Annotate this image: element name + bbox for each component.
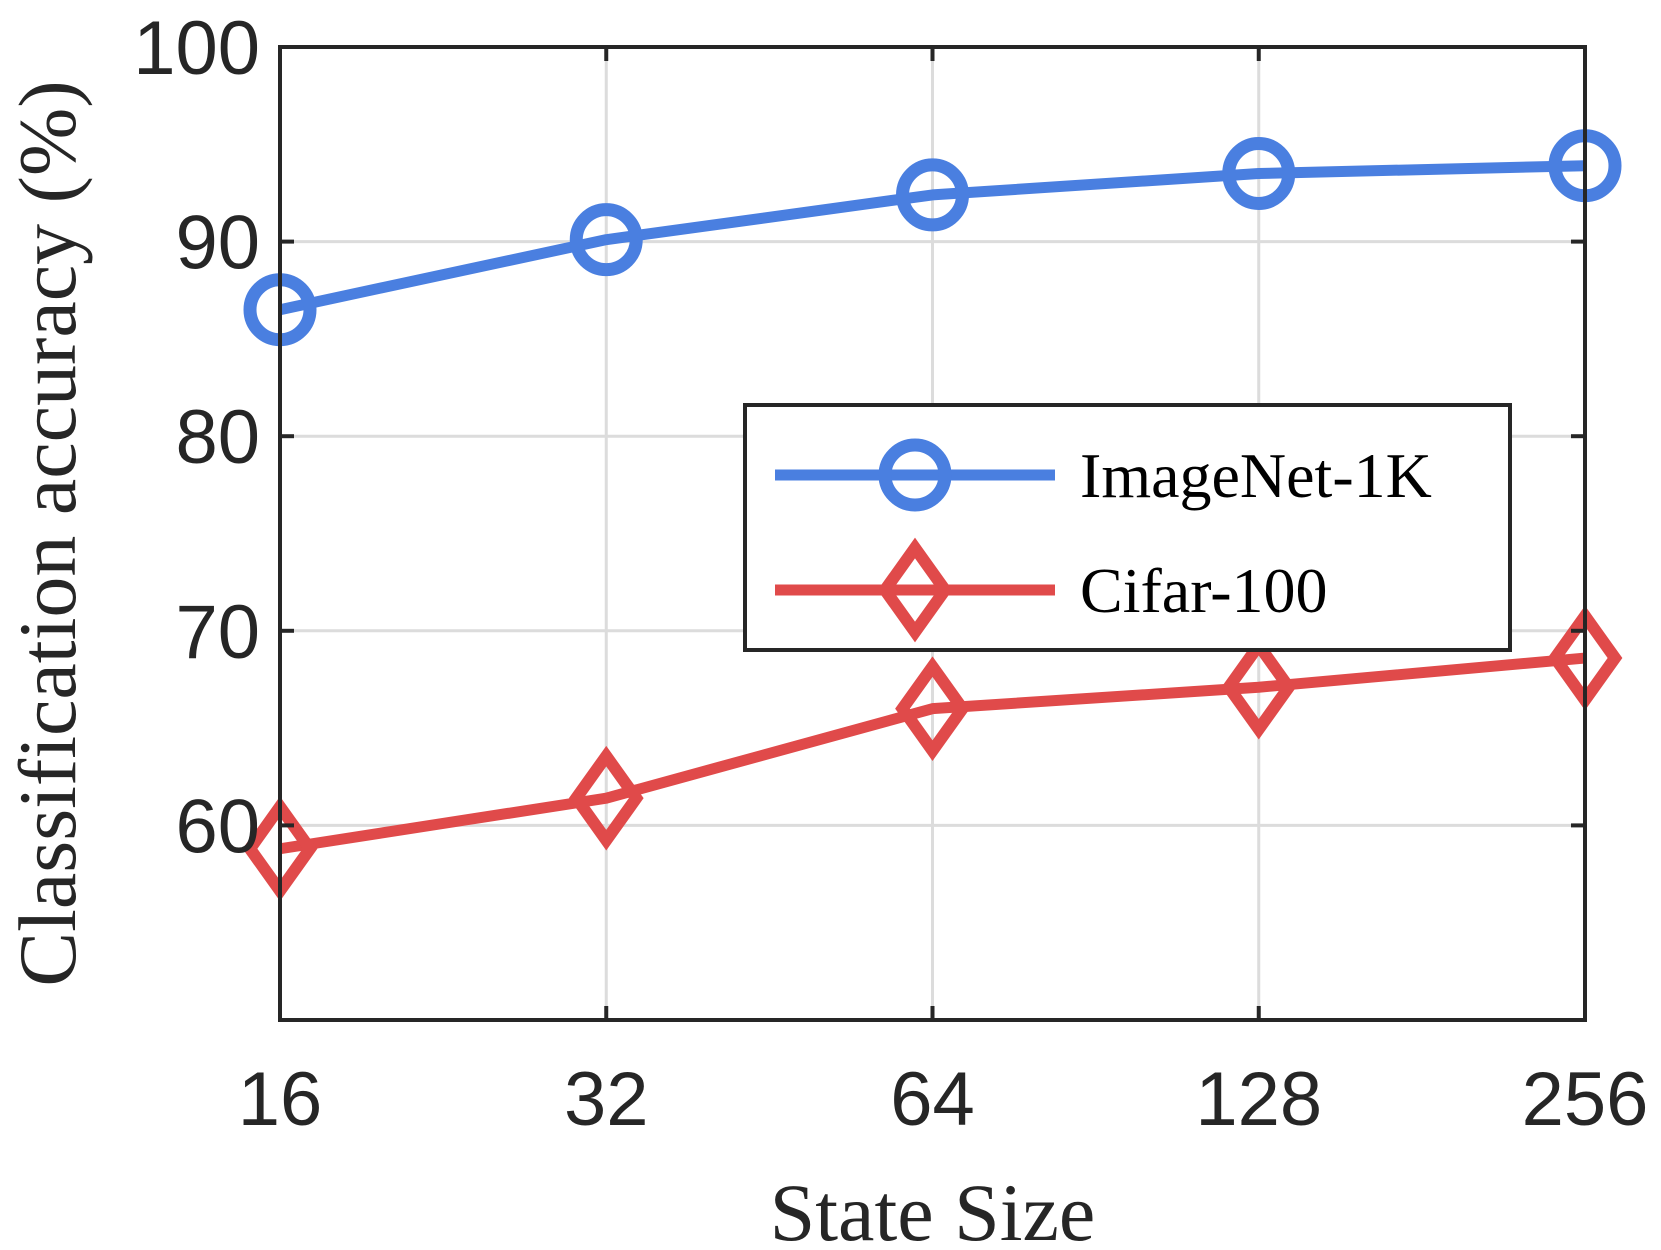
x-tick-label: 32 <box>564 1057 649 1142</box>
legend-marker <box>877 537 953 643</box>
legend-entry: ImageNet-1K <box>775 438 1432 512</box>
data-point-diamond <box>1221 634 1297 740</box>
y-tick-label: 100 <box>133 6 260 91</box>
series-line <box>279 652 1586 855</box>
series-lines <box>242 129 1623 902</box>
legend-box <box>743 403 1512 652</box>
data-point-circle <box>896 158 969 232</box>
data-point-diamond <box>895 656 970 761</box>
legend-label: ImageNet-1K <box>1080 440 1432 511</box>
series-line <box>278 160 1586 316</box>
data-point-circle <box>1222 136 1296 210</box>
legend-entry: Cifar-100 <box>775 537 1328 643</box>
x-tick-label: 64 <box>890 1057 975 1142</box>
legend: ImageNet-1K Cifar-100 <box>743 403 1512 652</box>
axis-ticks <box>278 45 1587 1020</box>
x-axis-label: State Size <box>770 1167 1096 1250</box>
series-imagenet-1k <box>243 129 1622 347</box>
y-tick-label: 70 <box>175 590 260 675</box>
y-tick-label: 90 <box>175 201 260 286</box>
y-tick-label: 60 <box>175 784 260 869</box>
x-tick-label: 256 <box>1522 1057 1649 1142</box>
y-tick-label: 80 <box>175 395 260 480</box>
x-tick-label: 16 <box>238 1057 323 1142</box>
legend-label: Cifar-100 <box>1080 555 1328 626</box>
legend-marker <box>878 438 952 512</box>
x-tick-label: 128 <box>1195 1057 1322 1142</box>
data-point-circle <box>569 203 643 277</box>
tick-labels: 16 32 64 128 256 60 70 80 90 100 <box>133 6 1648 1142</box>
y-axis-label: Classification accuracy (%) <box>2 80 93 986</box>
data-point-diamond <box>568 745 644 851</box>
